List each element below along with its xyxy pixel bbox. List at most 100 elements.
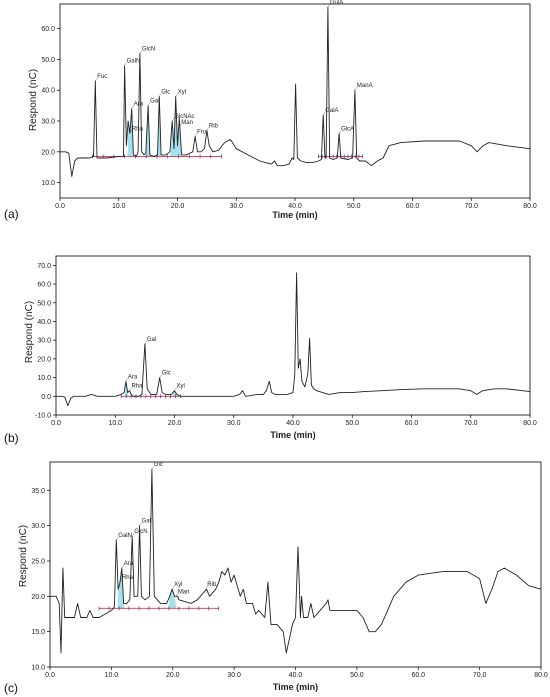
y-tick-label: 20.0: [37, 356, 51, 363]
x-tick-label: 10.0: [105, 672, 119, 679]
x-tick-label: 20.0: [168, 420, 182, 427]
peak-leader: [125, 378, 129, 382]
x-tick-label: 70.0: [464, 420, 478, 427]
peak-label: Rib: [209, 123, 219, 129]
y-axis-title: Respond (nC): [28, 69, 39, 131]
x-tick-label: 40.0: [286, 420, 300, 427]
chromatogram-trace: [50, 468, 542, 654]
peak-leader: [179, 124, 182, 128]
peak-label: Xyl: [174, 582, 182, 588]
peak-label: GlcN: [142, 46, 155, 52]
x-tick-label: 50.0: [347, 203, 361, 210]
peak-leader: [139, 522, 142, 526]
y-tick-label: 40.0: [37, 319, 51, 326]
peak-label: Fru: [197, 129, 206, 135]
peak-leader: [205, 586, 208, 590]
peak-label: Rha: [131, 384, 143, 390]
y-tick-label: 15.0: [31, 629, 45, 636]
x-tick-label: 30.0: [227, 672, 241, 679]
panel-label: (a): [4, 207, 19, 221]
peak-label: GlcN: [134, 529, 147, 535]
peak-leader: [139, 50, 143, 54]
y-tick-label: 60.0: [41, 26, 55, 33]
peak-leader: [116, 536, 119, 540]
peak-leader: [147, 102, 151, 106]
y-tick-label: 60.0: [37, 282, 51, 289]
peak-label: Glc: [154, 462, 163, 468]
y-tick-label: 0.0: [41, 394, 51, 401]
x-tick-label: 40.0: [288, 203, 302, 210]
x-tick-label: 0.0: [45, 672, 55, 679]
peak-area: [127, 108, 135, 157]
peak-leader: [159, 93, 162, 97]
x-tick-label: 70.0: [464, 203, 478, 210]
x-tick-label: 20.0: [166, 672, 180, 679]
peak-label: GlcA: [341, 126, 354, 132]
x-tick-label: 10.0: [112, 203, 126, 210]
y-tick-label: 25.0: [31, 558, 45, 565]
x-axis-title: Time (min): [272, 210, 317, 220]
x-tick-label: 80.0: [523, 203, 537, 210]
peak-label: GalN: [127, 59, 141, 65]
x-tick-label: 60.0: [411, 672, 425, 679]
peak-leader: [129, 130, 133, 134]
peak-leader: [338, 130, 342, 134]
x-axis-title: Time (min): [273, 682, 318, 692]
panel-label: (c): [4, 681, 18, 695]
peak-leader: [323, 111, 326, 115]
y-tick-label: -10.0: [35, 413, 51, 420]
peak-leader: [119, 579, 123, 583]
chromatogram-b: -10.00.010.020.030.040.050.060.070.00.0 1…: [4, 255, 537, 445]
peak-leader: [121, 564, 124, 569]
peak-leader: [171, 586, 175, 590]
chromatogram-trace: [60, 6, 531, 177]
peak-label: Rha: [122, 575, 134, 581]
panel-label: (b): [4, 431, 19, 445]
peak-leader: [129, 387, 132, 391]
y-axis-title: Respond (nC): [24, 301, 35, 363]
y-tick-label: 30.0: [31, 523, 45, 530]
x-tick-label: 50.0: [350, 672, 364, 679]
peak-area: [172, 390, 178, 397]
y-tick-label: 35.0: [31, 488, 45, 495]
x-tick-label: 20.0: [171, 203, 185, 210]
peak-label: Xyl: [178, 89, 186, 95]
peak-label: GulA: [330, 0, 343, 6]
peak-leader: [175, 93, 178, 97]
peak-leader: [124, 62, 127, 66]
peak-leader: [151, 465, 155, 470]
peak-leader: [144, 340, 148, 345]
x-tick-label: 60.0: [405, 420, 419, 427]
peak-label: Xyl: [177, 384, 185, 390]
peak-label: Man: [178, 589, 190, 595]
peak-area: [168, 589, 177, 609]
peak-leader: [159, 374, 162, 378]
y-tick-label: 40.0: [41, 88, 55, 95]
x-tick-label: 30.0: [227, 420, 241, 427]
x-tick-label: 50.0: [345, 420, 359, 427]
peak-label: Ara: [124, 561, 134, 567]
x-tick-label: 30.0: [229, 203, 243, 210]
peak-label: Rib: [207, 582, 217, 588]
y-tick-label: 70.0: [37, 263, 51, 270]
peak-leader: [175, 593, 178, 597]
peak-label: Fuc: [97, 74, 107, 80]
peak-leader: [194, 133, 198, 137]
peak-leader: [174, 387, 177, 391]
y-tick-label: 10.0: [37, 375, 51, 382]
x-tick-label: 80.0: [523, 420, 537, 427]
x-tick-label: 40.0: [289, 672, 303, 679]
peak-label: Rha: [132, 126, 144, 132]
peak-label: GlcNAc: [174, 114, 194, 120]
peak-label: Glc: [161, 89, 170, 95]
peak-label: ManA: [357, 83, 373, 89]
x-tick-label: 80.0: [534, 672, 548, 679]
peak-label: Gal: [150, 99, 159, 105]
peak-label: Ara: [128, 374, 138, 380]
y-tick-label: 30.0: [37, 338, 51, 345]
x-axis-title: Time (min): [270, 430, 315, 440]
peak-label: Gal: [147, 337, 156, 343]
peak-area: [117, 568, 125, 609]
y-tick-label: 20.0: [31, 594, 45, 601]
y-tick-label: 20.0: [41, 149, 55, 156]
